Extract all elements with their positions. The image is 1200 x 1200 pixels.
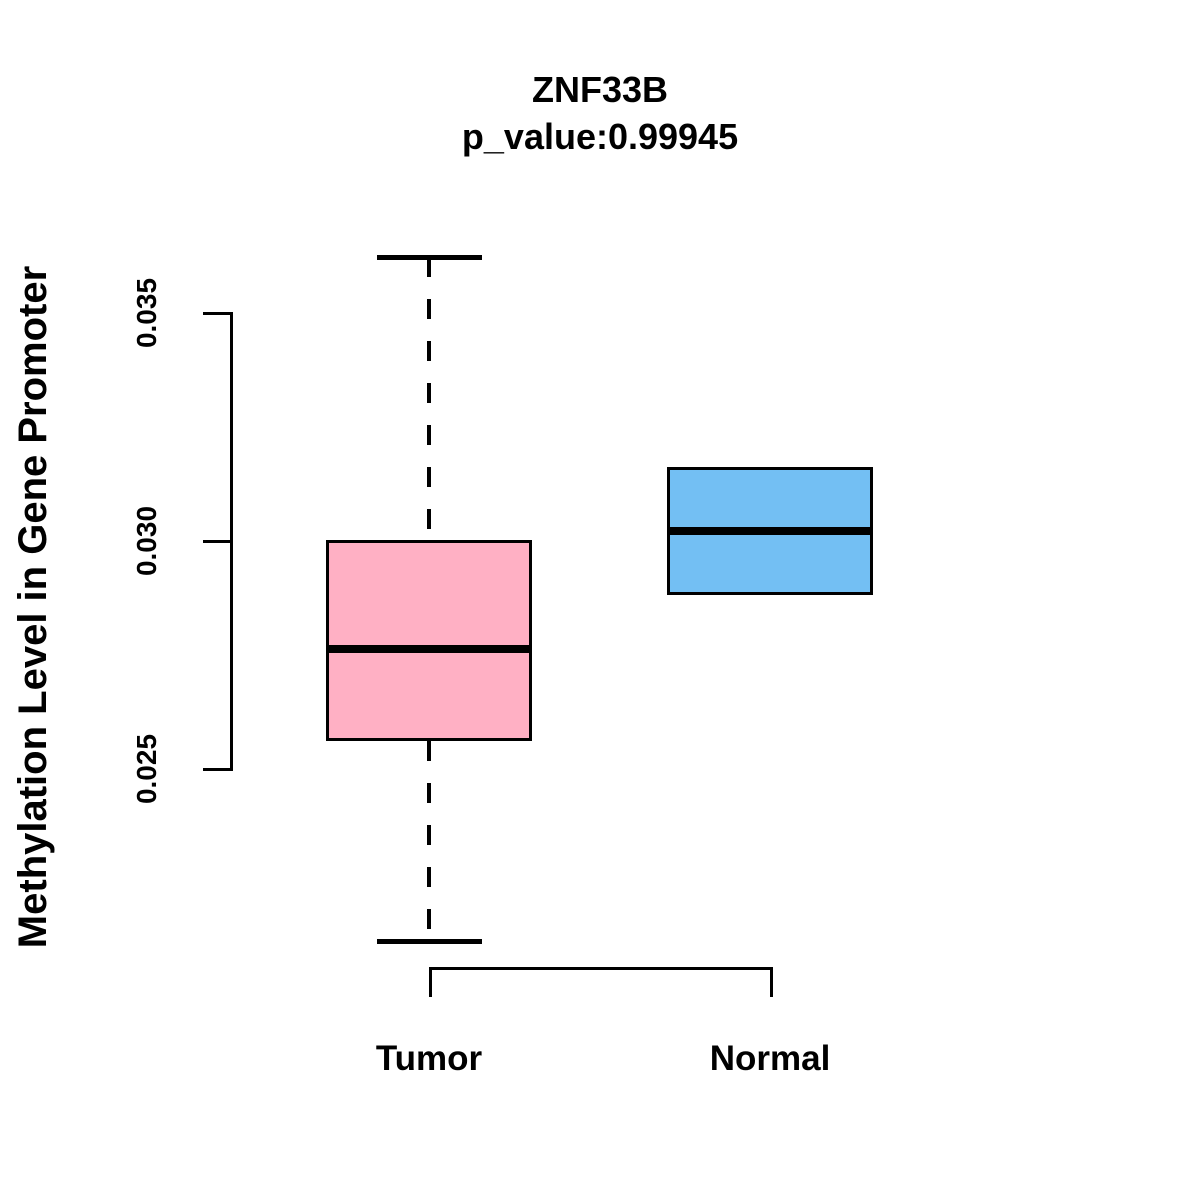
chart-subtitle: p_value:0.99945: [461, 116, 739, 157]
x-axis-tick: [770, 967, 773, 997]
y-axis-label: Methylation Level in Gene Promoter: [11, 265, 55, 949]
chart-title: ZNF33B: [531, 69, 669, 110]
y-axis-tick-label: 0.030: [131, 505, 162, 577]
boxplot-median-line: [667, 526, 873, 535]
boxplot-box: [326, 540, 532, 741]
title-block: ZNF33B p_value:0.99945: [0, 66, 1200, 160]
y-axis-tick-label: 0.035: [131, 277, 162, 349]
y-axis-tick: [203, 312, 230, 315]
x-axis-category-label: Normal: [709, 1039, 831, 1078]
x-axis-tick: [429, 967, 432, 997]
x-axis-category-label: Tumor: [375, 1039, 483, 1078]
boxplot-median-line: [326, 645, 532, 654]
y-axis-tick: [203, 768, 230, 771]
whisker-cap-lower: [376, 939, 482, 945]
x-axis-line: [429, 967, 773, 970]
boxplot-whisker-lower: [427, 740, 431, 942]
boxplot-whisker-upper: [427, 257, 431, 540]
y-axis-tick: [203, 540, 230, 543]
whisker-cap-upper: [376, 255, 482, 261]
y-axis-tick-label: 0.025: [131, 733, 162, 805]
y-axis-line: [230, 312, 233, 771]
